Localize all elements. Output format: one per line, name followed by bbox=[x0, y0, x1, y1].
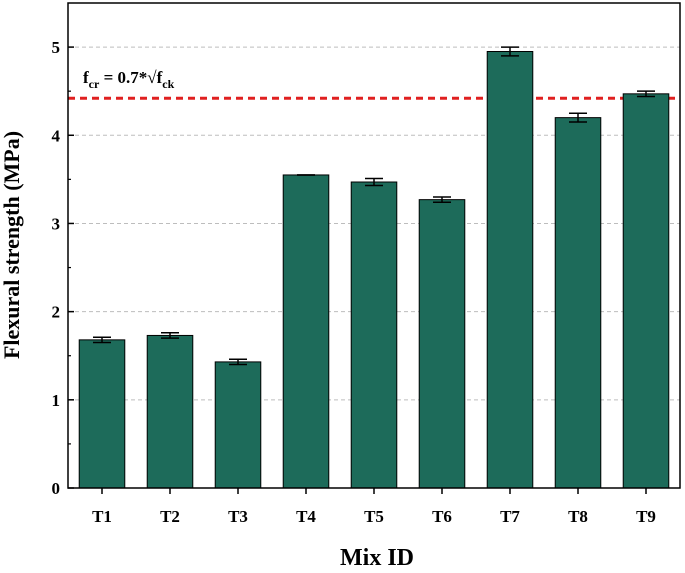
ref-label-main: f bbox=[83, 68, 89, 87]
bar-T7 bbox=[486, 51, 534, 489]
x-tick-label-T5: T5 bbox=[364, 507, 384, 526]
bar-T5 bbox=[350, 181, 398, 489]
bar-T6 bbox=[418, 199, 466, 489]
error-bar-T9 bbox=[637, 90, 655, 98]
x-tick-label-T9: T9 bbox=[636, 507, 656, 526]
error-bar-T3 bbox=[229, 358, 247, 366]
y-axis-ticks: 0 1 2 3 4 5 bbox=[52, 38, 74, 498]
bar-T2 bbox=[146, 334, 194, 489]
bar-T4 bbox=[282, 174, 330, 489]
error-bar-T1 bbox=[93, 336, 111, 344]
error-bar-T5 bbox=[365, 177, 383, 187]
error-bar-T8 bbox=[569, 112, 587, 123]
y-tick-label-2: 2 bbox=[52, 303, 61, 322]
y-tick-label-1: 1 bbox=[52, 391, 61, 410]
bar-T8 bbox=[554, 117, 602, 489]
x-tick-label-T1: T1 bbox=[92, 507, 112, 526]
error-bars bbox=[93, 46, 655, 366]
x-tick-label-T3: T3 bbox=[228, 507, 248, 526]
error-bar-T6 bbox=[433, 196, 451, 204]
y-tick-label-5: 5 bbox=[52, 38, 61, 57]
ref-label-sub2: ck bbox=[162, 77, 174, 91]
bar-T9 bbox=[622, 93, 670, 489]
bar-T3 bbox=[214, 361, 262, 489]
x-tick-label-T4: T4 bbox=[296, 507, 316, 526]
error-bar-T2 bbox=[161, 332, 179, 339]
x-axis-title: Mix ID bbox=[340, 545, 414, 571]
y-tick-label-0: 0 bbox=[52, 479, 61, 498]
bars bbox=[78, 51, 670, 489]
y-tick-label-4: 4 bbox=[52, 126, 61, 145]
x-tick-label-T6: T6 bbox=[432, 507, 452, 526]
x-tick-label-T2: T2 bbox=[160, 507, 180, 526]
x-tick-label-T8: T8 bbox=[568, 507, 588, 526]
y-tick-label-3: 3 bbox=[52, 214, 61, 233]
x-tick-label-T7: T7 bbox=[500, 507, 520, 526]
bar-T1 bbox=[78, 339, 126, 489]
ref-label-sub1: cr bbox=[89, 77, 100, 91]
y-axis-title: Flexural strength (MPa) bbox=[0, 131, 24, 359]
reference-line-label: fcr = 0.7*√fck bbox=[83, 68, 175, 91]
error-bar-T7 bbox=[501, 46, 519, 57]
x-axis-ticks: T1 T2 T3 T4 T5 T6 T7 T8 T9 bbox=[92, 488, 656, 526]
ref-label-mid: = 0.7*√f bbox=[99, 68, 162, 87]
